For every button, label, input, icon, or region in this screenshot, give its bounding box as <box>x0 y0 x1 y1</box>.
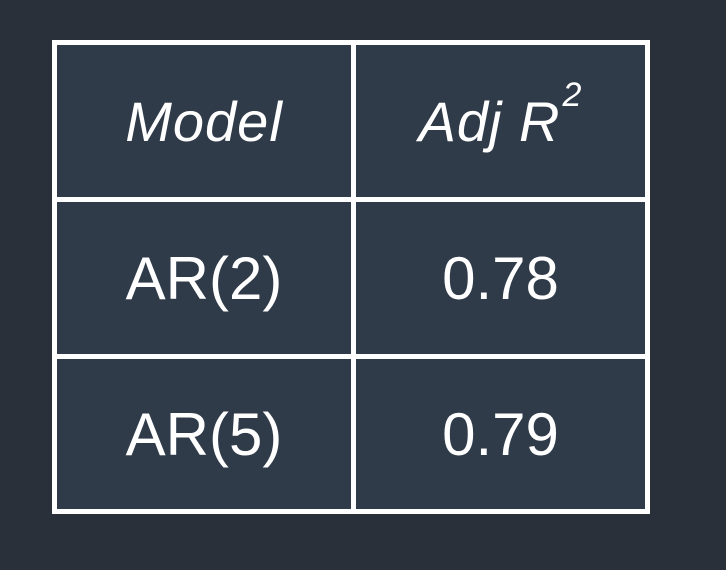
row-1-adj-r2: 0.78 <box>356 202 645 354</box>
row-2-adj-r2-value: 0.79 <box>442 400 559 468</box>
row-2-model-value: AR(5) <box>125 400 283 468</box>
header-adj-r2-superscript: 2 <box>562 75 583 114</box>
row-1-model: AR(2) <box>57 202 351 354</box>
row-1-model-value: AR(2) <box>125 244 283 312</box>
row-2-adj-r2: 0.79 <box>356 359 645 509</box>
header-adj-r2-label: Adj R <box>418 89 561 153</box>
row-2-model: AR(5) <box>57 359 351 509</box>
header-model: Model <box>57 45 351 197</box>
row-1-adj-r2-value: 0.78 <box>442 244 559 312</box>
header-model-label: Model <box>125 89 283 153</box>
